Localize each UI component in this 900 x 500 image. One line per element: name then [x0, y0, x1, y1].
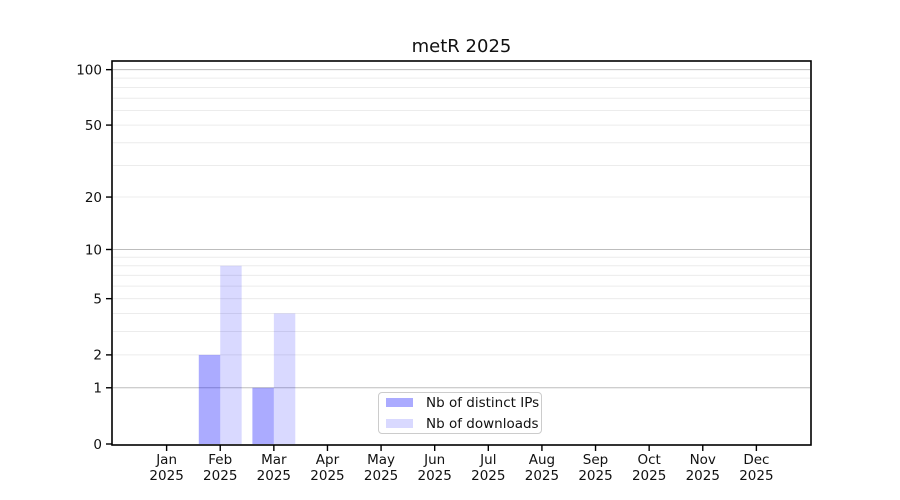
- x-tick-label: Aug 2025: [525, 452, 559, 484]
- y-tick-label: 100: [76, 62, 102, 78]
- chart-title: metR 2025: [411, 36, 512, 57]
- legend-swatch-downloads: [386, 419, 413, 428]
- y-tick-label: 2: [93, 348, 102, 364]
- bar-feb-series0: [198, 354, 221, 444]
- y-tick-label: 20: [85, 190, 102, 206]
- legend-item-downloads: Nb of downloads: [386, 416, 539, 432]
- x-tick-label: Apr 2025: [310, 452, 344, 484]
- y-tick-label: 1: [93, 381, 102, 397]
- y-tick-label: 0: [93, 437, 102, 453]
- legend-item-distinct-ips: Nb of distinct IPs: [386, 395, 539, 411]
- legend-label-downloads: Nb of downloads: [426, 415, 539, 432]
- y-tick-label: 50: [85, 118, 102, 134]
- x-tick-label: Mar 2025: [257, 452, 291, 484]
- bar-mar-series0: [252, 387, 274, 444]
- y-tick-label: 10: [85, 242, 102, 258]
- x-tick-label: Nov 2025: [686, 452, 720, 484]
- y-tick-label: 5: [93, 291, 102, 307]
- x-tick-label: Jan 2025: [149, 452, 183, 484]
- legend-label-distinct-ips: Nb of distinct IPs: [426, 394, 540, 411]
- x-tick-label: Jul 2025: [471, 452, 505, 484]
- bar-mar-series1: [273, 313, 296, 444]
- legend-swatch-distinct-ips: [386, 398, 413, 407]
- x-tick-label: May 2025: [364, 452, 398, 484]
- x-tick-label: Oct 2025: [632, 452, 666, 484]
- x-tick-label: Dec 2025: [739, 452, 773, 484]
- legend: Nb of distinct IPs Nb of downloads: [378, 392, 542, 434]
- plot-border: [111, 60, 812, 446]
- x-tick-label: Jun 2025: [418, 452, 452, 484]
- x-tick-label: Feb 2025: [203, 452, 237, 484]
- bar-feb-series1: [220, 265, 242, 444]
- x-tick-label: Sep 2025: [578, 452, 612, 484]
